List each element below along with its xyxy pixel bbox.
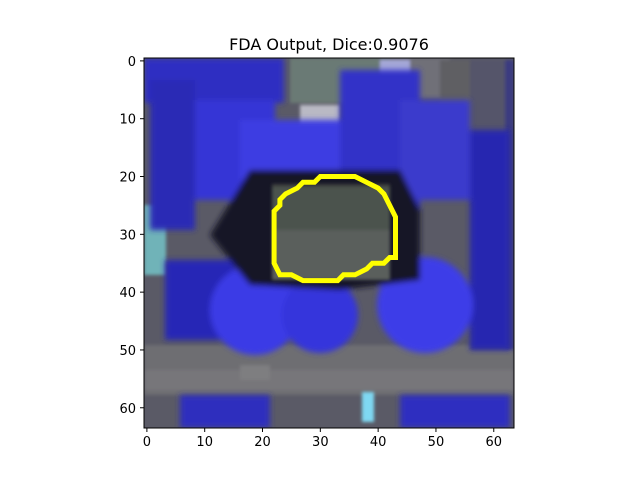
- y-tick-label: 50: [119, 344, 136, 359]
- y-tick-label: 0: [128, 55, 136, 70]
- x-axis: 0 10 20 30 40 50 60: [143, 428, 502, 450]
- y-tick-label: 40: [119, 286, 136, 301]
- segmentation-contour: [271, 174, 398, 284]
- x-tick-label: 0: [143, 435, 151, 450]
- y-tick-label: 10: [119, 113, 136, 128]
- x-tick-label: 30: [312, 435, 329, 450]
- x-tick-label: 40: [370, 435, 387, 450]
- y-tick-label: 20: [119, 171, 136, 186]
- figure-title: FDA Output, Dice:0.9076: [229, 35, 429, 54]
- y-axis: 0 10 20 30 40 50 60: [119, 55, 144, 417]
- y-tick-label: 30: [119, 228, 136, 243]
- contour-line: [271, 174, 398, 284]
- x-tick-label: 60: [485, 435, 502, 450]
- x-tick-label: 10: [196, 435, 213, 450]
- x-tick-label: 20: [254, 435, 271, 450]
- axes-frame: [143, 57, 515, 429]
- y-tick-label: 60: [119, 402, 136, 417]
- aerial-image: [144, 58, 514, 428]
- x-tick-label: 50: [428, 435, 445, 450]
